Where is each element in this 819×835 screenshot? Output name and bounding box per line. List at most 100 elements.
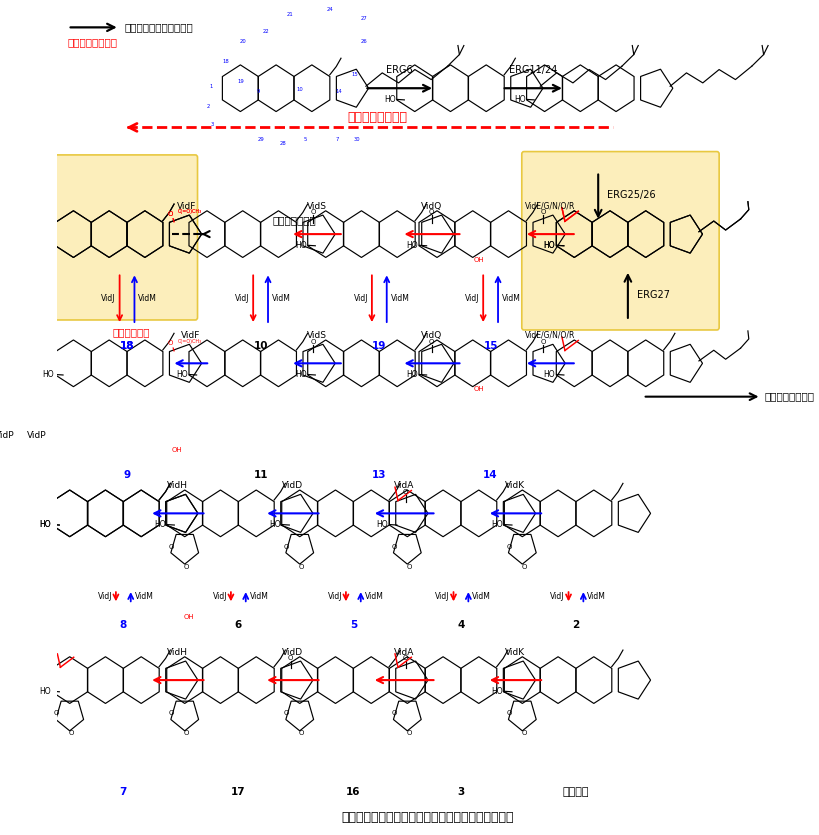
Text: VidJ: VidJ bbox=[435, 592, 450, 601]
Text: O: O bbox=[402, 655, 408, 661]
Text: 13: 13 bbox=[372, 470, 386, 480]
Text: HO: HO bbox=[491, 520, 503, 529]
Text: 20: 20 bbox=[240, 39, 247, 44]
Text: VidD: VidD bbox=[282, 648, 303, 657]
Text: 新規酸化反応: 新規酸化反応 bbox=[112, 327, 150, 337]
Text: VidH: VidH bbox=[167, 481, 188, 490]
Text: VidJ: VidJ bbox=[550, 592, 564, 601]
Text: VidJ: VidJ bbox=[328, 592, 342, 601]
Text: 14: 14 bbox=[335, 89, 342, 94]
Text: HO: HO bbox=[543, 240, 554, 250]
Text: O: O bbox=[283, 544, 289, 549]
Text: HO: HO bbox=[176, 370, 188, 379]
Text: O: O bbox=[53, 711, 59, 716]
Text: VidJ: VidJ bbox=[212, 592, 227, 601]
Text: O: O bbox=[283, 711, 289, 716]
Text: O: O bbox=[406, 731, 411, 736]
Text: HO: HO bbox=[514, 95, 525, 104]
Text: 15: 15 bbox=[482, 341, 497, 351]
Text: HO: HO bbox=[154, 520, 165, 529]
Text: O: O bbox=[505, 711, 511, 716]
Text: 30: 30 bbox=[353, 138, 360, 143]
Text: VidJ: VidJ bbox=[464, 294, 479, 303]
Text: VidM: VidM bbox=[134, 592, 153, 601]
Text: 19: 19 bbox=[237, 79, 243, 84]
Text: VidE/G/N/O/R: VidE/G/N/O/R bbox=[524, 331, 575, 340]
Text: 9: 9 bbox=[256, 89, 260, 94]
Text: VidJ: VidJ bbox=[97, 592, 112, 601]
Text: HO: HO bbox=[405, 370, 418, 379]
Text: 新規側鎖修飾反応: 新規側鎖修飾反応 bbox=[347, 111, 407, 124]
Text: 5: 5 bbox=[349, 620, 356, 630]
Text: HO: HO bbox=[39, 520, 51, 529]
Text: C(=O)CH₃: C(=O)CH₃ bbox=[178, 339, 201, 344]
Text: VidM: VidM bbox=[501, 294, 520, 303]
Text: C(=O)CH₃: C(=O)CH₃ bbox=[178, 210, 201, 215]
Text: O: O bbox=[310, 210, 315, 215]
Text: 18: 18 bbox=[222, 59, 229, 64]
Text: 5: 5 bbox=[303, 138, 306, 143]
Text: 28: 28 bbox=[279, 141, 286, 146]
Text: 7: 7 bbox=[335, 138, 338, 143]
Text: HO: HO bbox=[39, 520, 51, 529]
Text: OH: OH bbox=[172, 448, 183, 453]
Text: O: O bbox=[169, 711, 174, 716]
Text: ラノステロール: ラノステロール bbox=[272, 215, 315, 225]
Text: O: O bbox=[183, 731, 189, 736]
Text: HO: HO bbox=[43, 370, 54, 379]
Text: HO: HO bbox=[405, 240, 418, 250]
Text: HO: HO bbox=[376, 520, 387, 529]
Text: O: O bbox=[402, 488, 408, 495]
Text: VidM: VidM bbox=[249, 592, 268, 601]
Text: O: O bbox=[169, 544, 174, 549]
Text: HO: HO bbox=[39, 687, 51, 696]
Text: O: O bbox=[168, 341, 173, 347]
Text: O: O bbox=[391, 544, 396, 549]
Text: 27: 27 bbox=[360, 16, 368, 21]
Text: O: O bbox=[183, 564, 189, 569]
Text: 26: 26 bbox=[360, 39, 368, 44]
Text: HO: HO bbox=[295, 240, 306, 250]
Text: 赤字は新規化合物: 赤字は新規化合物 bbox=[68, 38, 118, 48]
Text: VidP: VidP bbox=[0, 431, 14, 439]
Text: O: O bbox=[540, 339, 545, 345]
Text: VidF: VidF bbox=[181, 331, 201, 340]
Text: VidA: VidA bbox=[393, 648, 414, 657]
Text: O: O bbox=[428, 210, 434, 215]
Text: VidJ: VidJ bbox=[235, 294, 249, 303]
Text: O: O bbox=[521, 731, 526, 736]
Text: エルゴステロール: エルゴステロール bbox=[763, 392, 813, 402]
Text: エルゴステロール生合成: エルゴステロール生合成 bbox=[124, 23, 193, 33]
Text: O: O bbox=[69, 731, 74, 736]
Text: VidK: VidK bbox=[505, 481, 525, 490]
Text: 14: 14 bbox=[482, 470, 497, 480]
Text: 2: 2 bbox=[206, 104, 210, 109]
Text: VidM: VidM bbox=[390, 294, 409, 303]
Text: ERG27: ERG27 bbox=[636, 291, 669, 301]
Text: VidA: VidA bbox=[393, 481, 414, 490]
Text: 1: 1 bbox=[209, 84, 212, 89]
Text: O: O bbox=[298, 564, 304, 569]
Text: VidM: VidM bbox=[364, 592, 382, 601]
Text: 9: 9 bbox=[124, 470, 130, 480]
Text: OH: OH bbox=[183, 614, 194, 620]
Text: 2: 2 bbox=[572, 620, 579, 630]
Text: O: O bbox=[168, 211, 173, 217]
Text: O: O bbox=[521, 564, 526, 569]
Text: HO: HO bbox=[269, 520, 280, 529]
Text: VidS: VidS bbox=[306, 331, 327, 340]
Text: 10: 10 bbox=[296, 88, 303, 93]
Text: O: O bbox=[298, 731, 304, 736]
Text: 16: 16 bbox=[346, 787, 360, 797]
Text: 6: 6 bbox=[234, 620, 242, 630]
Text: 29: 29 bbox=[257, 138, 264, 143]
Text: HO: HO bbox=[543, 370, 554, 379]
Text: VidH: VidH bbox=[167, 648, 188, 657]
Text: VidK: VidK bbox=[505, 648, 525, 657]
Text: VidM: VidM bbox=[472, 592, 491, 601]
Text: O: O bbox=[540, 210, 545, 215]
Text: ERG6: ERG6 bbox=[386, 65, 413, 75]
Text: ERG25/26: ERG25/26 bbox=[606, 190, 655, 200]
Text: 8: 8 bbox=[120, 620, 127, 630]
Text: 3: 3 bbox=[457, 787, 464, 797]
